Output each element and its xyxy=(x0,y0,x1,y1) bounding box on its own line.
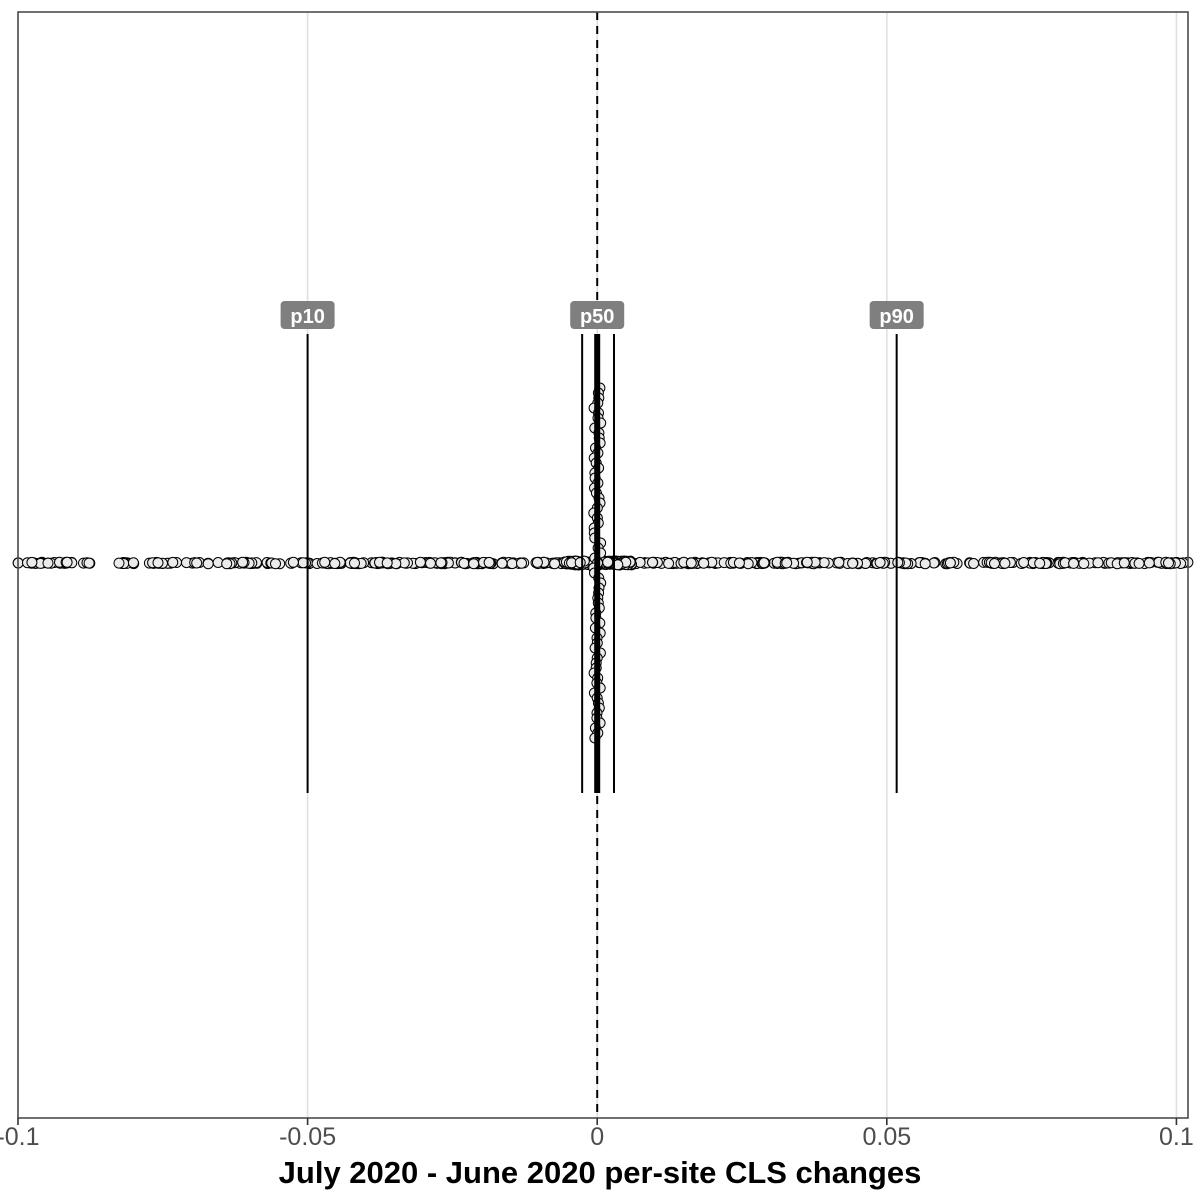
x-tick-label: 0.1 xyxy=(1159,1123,1194,1151)
data-point xyxy=(919,558,931,570)
panel-border xyxy=(17,11,1189,1119)
data-point xyxy=(319,556,331,568)
data-point xyxy=(506,558,518,570)
data-point xyxy=(1018,557,1030,568)
lines-layer xyxy=(306,12,898,1118)
data-point xyxy=(1078,558,1090,570)
data-point xyxy=(968,558,980,569)
data-point xyxy=(612,559,624,571)
data-point xyxy=(781,557,793,569)
points-layer xyxy=(12,382,1194,744)
data-point xyxy=(167,556,179,568)
data-point xyxy=(531,556,543,568)
data-point xyxy=(698,557,710,569)
data-point xyxy=(191,557,203,569)
data-point xyxy=(83,557,95,569)
data-point xyxy=(892,557,904,568)
data-point xyxy=(458,557,470,569)
data-point xyxy=(549,558,561,570)
data-point xyxy=(152,557,164,569)
data-point xyxy=(113,557,125,569)
data-point xyxy=(287,556,299,568)
data-point xyxy=(516,557,527,569)
data-point xyxy=(202,558,214,570)
x-axis: -0.1 -0.05 0 0.05 0.1 xyxy=(0,1118,1194,1151)
x-tick-label: -0.1 xyxy=(0,1123,40,1151)
data-point xyxy=(1143,557,1155,569)
data-point xyxy=(270,558,281,570)
x-tick-label: 0.05 xyxy=(862,1123,911,1151)
data-point xyxy=(847,557,859,569)
data-point xyxy=(758,557,770,569)
percentile-label-p10: p10 xyxy=(290,306,324,328)
data-point xyxy=(663,557,675,569)
data-point xyxy=(381,557,393,569)
data-point xyxy=(1034,557,1046,569)
data-point xyxy=(329,558,341,569)
percentile-label-bg-p50 xyxy=(570,301,625,329)
data-point xyxy=(1092,557,1104,569)
data-point xyxy=(647,556,658,568)
labels-layer: p10 p50 p90 xyxy=(280,301,924,329)
data-point xyxy=(1163,557,1174,569)
x-tick-label: -0.05 xyxy=(279,1123,336,1151)
data-point xyxy=(414,556,426,568)
data-point xyxy=(468,558,480,570)
data-point xyxy=(61,556,73,568)
data-point xyxy=(574,557,586,569)
data-point xyxy=(221,558,233,570)
data-point xyxy=(237,556,249,568)
data-point xyxy=(999,557,1011,569)
x-tick-label: 0 xyxy=(590,1123,604,1151)
data-point xyxy=(801,556,813,568)
data-point xyxy=(425,557,436,569)
data-point xyxy=(483,556,495,568)
percentile-label-p90: p90 xyxy=(879,306,913,328)
percentile-label-bg-p90 xyxy=(869,301,924,329)
data-point xyxy=(733,557,745,569)
data-point xyxy=(127,557,139,569)
data-point xyxy=(42,557,54,569)
x-axis-title: July 2020 - June 2020 per-site CLS chang… xyxy=(279,1155,922,1190)
data-point xyxy=(833,556,845,568)
data-point xyxy=(26,556,38,568)
data-point xyxy=(435,557,447,569)
data-point xyxy=(1068,557,1080,569)
data-point xyxy=(1133,557,1145,569)
data-point xyxy=(685,557,697,569)
data-point xyxy=(349,557,360,569)
percentile-label-p50: p50 xyxy=(580,306,614,328)
data-point xyxy=(944,557,956,569)
percentile-label-bg-p10 xyxy=(280,301,335,329)
data-point xyxy=(989,558,1000,569)
data-point xyxy=(874,557,886,568)
data-point xyxy=(1118,557,1130,569)
data-point xyxy=(496,557,508,569)
data-point xyxy=(818,557,830,569)
data-point xyxy=(602,556,614,568)
